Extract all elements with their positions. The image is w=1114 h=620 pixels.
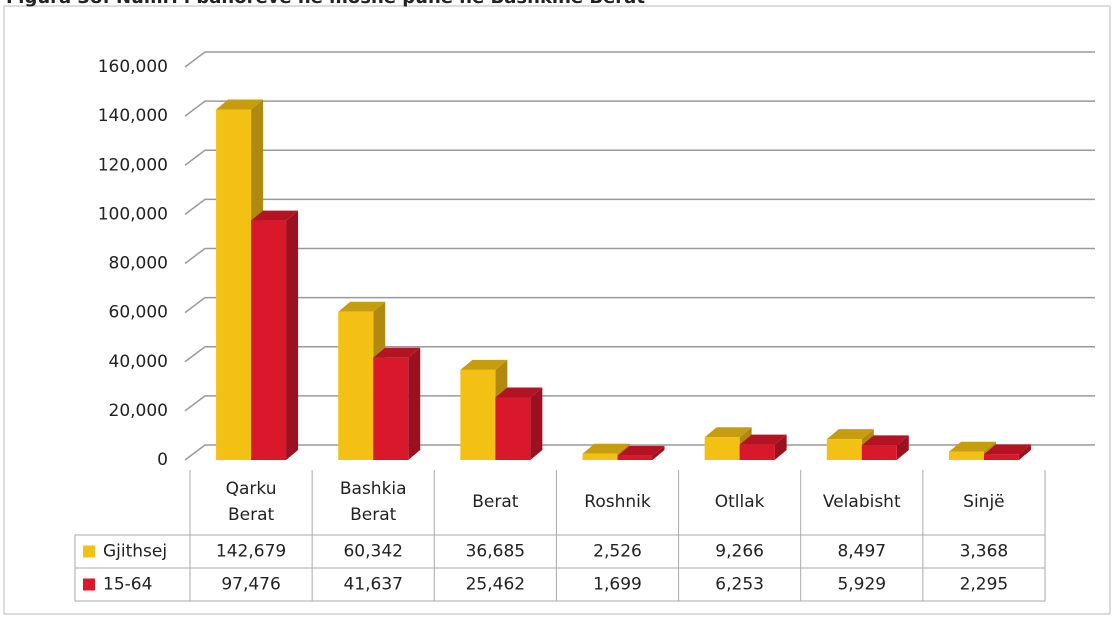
table-value: 5,929 (837, 575, 886, 595)
y-tick-label: 60,000 (109, 303, 168, 323)
bar-top (460, 359, 508, 370)
bar (861, 445, 897, 460)
y-tick-label: 0 (157, 450, 168, 470)
bar-top (826, 429, 874, 440)
grid-line (184, 51, 1095, 68)
bar (373, 357, 409, 460)
grid-line (184, 346, 1095, 363)
bar-side (530, 387, 543, 460)
bar-top (495, 387, 543, 398)
x-tick-label-line: Bashkia (340, 479, 407, 499)
bar (495, 397, 531, 460)
bar (216, 109, 252, 460)
x-tick-label: Velabisht (823, 492, 901, 512)
bar-top (373, 347, 421, 358)
bar-top (251, 210, 299, 221)
table-value: 6,253 (715, 575, 764, 595)
bar (704, 437, 740, 460)
x-tick-label: Sinjë (963, 492, 1004, 512)
bar (983, 454, 1019, 460)
table-value: 2,526 (593, 542, 642, 562)
bar-side (408, 347, 421, 460)
chart-title: Figura 38: Numri i banorëve në moshë pun… (6, 0, 645, 8)
table-value: 36,685 (466, 542, 525, 562)
grid-line (184, 100, 1095, 117)
table-value: 3,368 (960, 542, 1009, 562)
legend-label: 15-64 (103, 575, 152, 595)
bar (251, 220, 287, 460)
bar (617, 455, 653, 460)
x-tick-label: Bashkia Berat (340, 479, 407, 525)
y-tick-label: 160,000 (98, 57, 168, 77)
bar (826, 439, 862, 460)
table-value: 142,679 (216, 542, 286, 562)
y-tick-label: 120,000 (98, 155, 168, 175)
bar (338, 311, 374, 460)
y-tick-label: 20,000 (109, 401, 168, 421)
bar-side (1018, 444, 1031, 460)
legend-swatch (83, 578, 95, 591)
grid-line (184, 296, 1095, 314)
x-tick-label: Berat (472, 492, 519, 512)
grid-line (184, 444, 1095, 461)
x-tick-label: Roshnik (584, 492, 651, 512)
bar (582, 453, 618, 460)
bar-side (774, 434, 787, 460)
table-value: 60,342 (343, 542, 402, 562)
bar-top (739, 434, 787, 445)
x-tick-label: Qarku Berat (226, 479, 277, 525)
grid-line (184, 198, 1095, 215)
table-value: 9,266 (715, 542, 764, 562)
y-tick-label: 100,000 (98, 204, 168, 224)
x-tick-label-line: Berat (350, 505, 397, 525)
bar (739, 444, 775, 460)
bar-side (286, 210, 299, 460)
x-tick-label-line: Berat (228, 505, 275, 525)
table-value: 25,462 (466, 575, 525, 595)
y-tick-label: 80,000 (109, 254, 168, 274)
table-value: 97,476 (221, 575, 280, 595)
x-tick-label: Otllak (715, 492, 765, 512)
grid-line (184, 247, 1095, 265)
bar-top (582, 443, 630, 454)
data-table: Qarku Berat 142,679 97,476 Bashkia Berat 60,34… (74, 470, 1046, 602)
bar-top (983, 444, 1031, 455)
grid-line (184, 395, 1095, 412)
table-value: 2,295 (960, 575, 1009, 595)
legend-label: Gjithsej (103, 542, 167, 562)
bar-side (652, 445, 665, 460)
bar-top (216, 99, 264, 110)
bar (460, 369, 496, 460)
bar (948, 451, 984, 460)
bar-top (948, 441, 996, 452)
bar-side (896, 435, 909, 460)
y-tick-label: 140,000 (98, 106, 168, 126)
y-tick-label: 40,000 (109, 352, 168, 372)
bar-top (338, 301, 386, 312)
bar-top (861, 435, 909, 446)
bar-top (617, 445, 665, 456)
legend-swatch (83, 545, 95, 558)
table-value: 8,497 (837, 542, 886, 562)
table-value: 41,637 (343, 575, 402, 595)
bar-top (704, 427, 752, 438)
x-tick-label-line: Qarku (226, 479, 277, 499)
table-value: 1,699 (593, 575, 642, 595)
grid-line (184, 149, 1095, 166)
